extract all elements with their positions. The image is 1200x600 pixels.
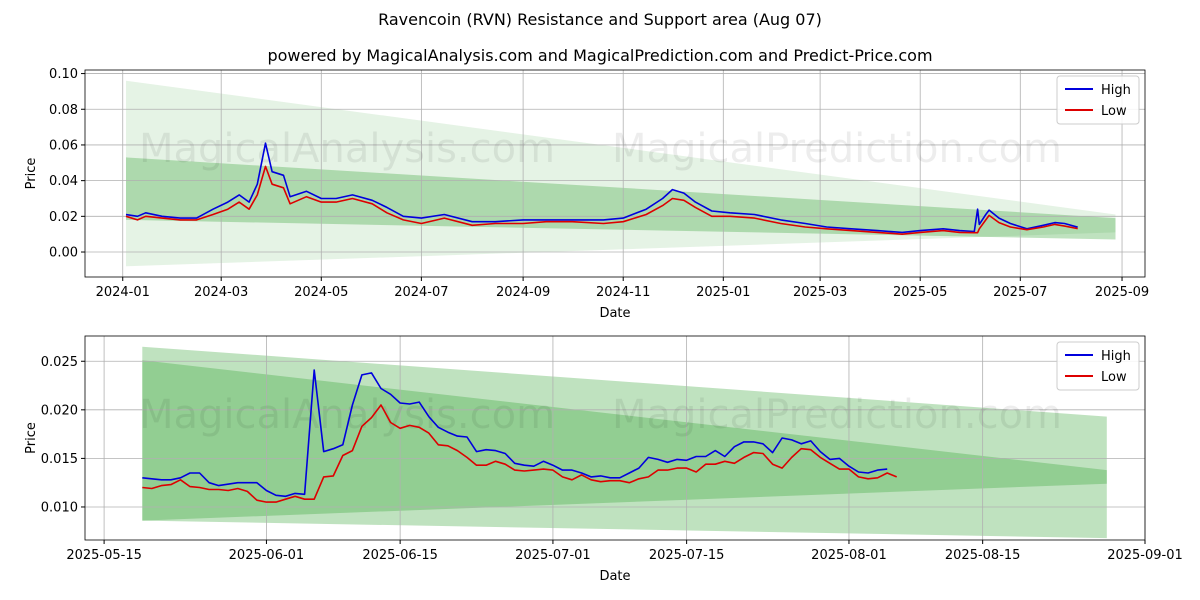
x-axis-label: Date: [599, 306, 630, 321]
x-tick-label: 2024-03: [194, 285, 248, 300]
y-tick-label: 0.020: [41, 403, 78, 418]
x-tick-label: 2024-05: [294, 285, 348, 300]
y-tick-label: 0.00: [49, 246, 78, 261]
x-tick-label: 2025-06-01: [229, 548, 305, 563]
x-tick-label: 2025-05: [893, 285, 947, 300]
x-tick-label: 2024-07: [394, 285, 448, 300]
y-tick-label: 0.04: [49, 174, 78, 189]
x-tick-label: 2025-01: [696, 285, 750, 300]
series-line-high: [142, 369, 888, 498]
watermark-prediction: MagicalPrediction.com: [612, 126, 1062, 172]
y-tick-label: 0.025: [41, 355, 78, 370]
legend-label-low: Low: [1101, 370, 1127, 385]
watermark-prediction: MagicalPrediction.com: [612, 392, 1062, 438]
x-tick-label: 2025-07: [993, 285, 1047, 300]
x-tick-label: 2024-09: [496, 285, 550, 300]
band-1: [142, 360, 1107, 539]
x-tick-label: 2024-11: [596, 285, 650, 300]
series-line-high: [125, 142, 1078, 234]
series-line-low: [142, 404, 898, 503]
x-tick-label: 2025-05-15: [66, 548, 142, 563]
x-tick-label: 2025-03: [793, 285, 847, 300]
watermark-analysis: MagicalAnalysis.com: [139, 392, 555, 438]
chart-panel-bottom: MagicalAnalysis.com MagicalPrediction.com…: [24, 335, 1183, 584]
band-0: [126, 80, 1116, 267]
y-tick-label: 0.010: [41, 500, 78, 515]
chart-subtitle: powered by MagicalAnalysis.com and Magic…: [267, 46, 933, 65]
x-tick-label: 2025-07-01: [515, 548, 591, 563]
band-1: [126, 157, 1116, 240]
plot-frame: [84, 335, 1146, 541]
x-tick-label: 2024-01: [96, 285, 150, 300]
y-tick-label: 0.10: [49, 67, 78, 82]
x-tick-label: 2025-08-15: [945, 548, 1021, 563]
x-axis-label: Date: [599, 569, 630, 584]
plot-frame: [84, 69, 1146, 278]
x-tick-label: 2025-09: [1095, 285, 1149, 300]
x-tick-label: 2025-07-15: [649, 548, 725, 563]
y-tick-label: 0.06: [49, 138, 78, 153]
y-axis-label: Price: [24, 158, 39, 190]
legend-label-low: Low: [1101, 104, 1127, 119]
legend-label-high: High: [1101, 83, 1131, 98]
x-tick-label: 2025-08-01: [811, 548, 887, 563]
y-axis-label: Price: [24, 422, 39, 454]
chart-title: Ravencoin (RVN) Resistance and Support a…: [378, 10, 822, 29]
chart-panel-top: MagicalAnalysis.com MagicalPrediction.com…: [24, 67, 1149, 321]
legend-label-high: High: [1101, 349, 1131, 364]
series-line-low: [125, 165, 1078, 235]
y-tick-label: 0.08: [49, 103, 78, 118]
x-tick-label: 2025-09-01: [1107, 548, 1183, 563]
x-tick-label: 2025-06-15: [362, 548, 438, 563]
y-tick-label: 0.015: [41, 452, 78, 467]
y-tick-label: 0.02: [49, 210, 78, 225]
watermark-analysis: MagicalAnalysis.com: [139, 126, 555, 172]
